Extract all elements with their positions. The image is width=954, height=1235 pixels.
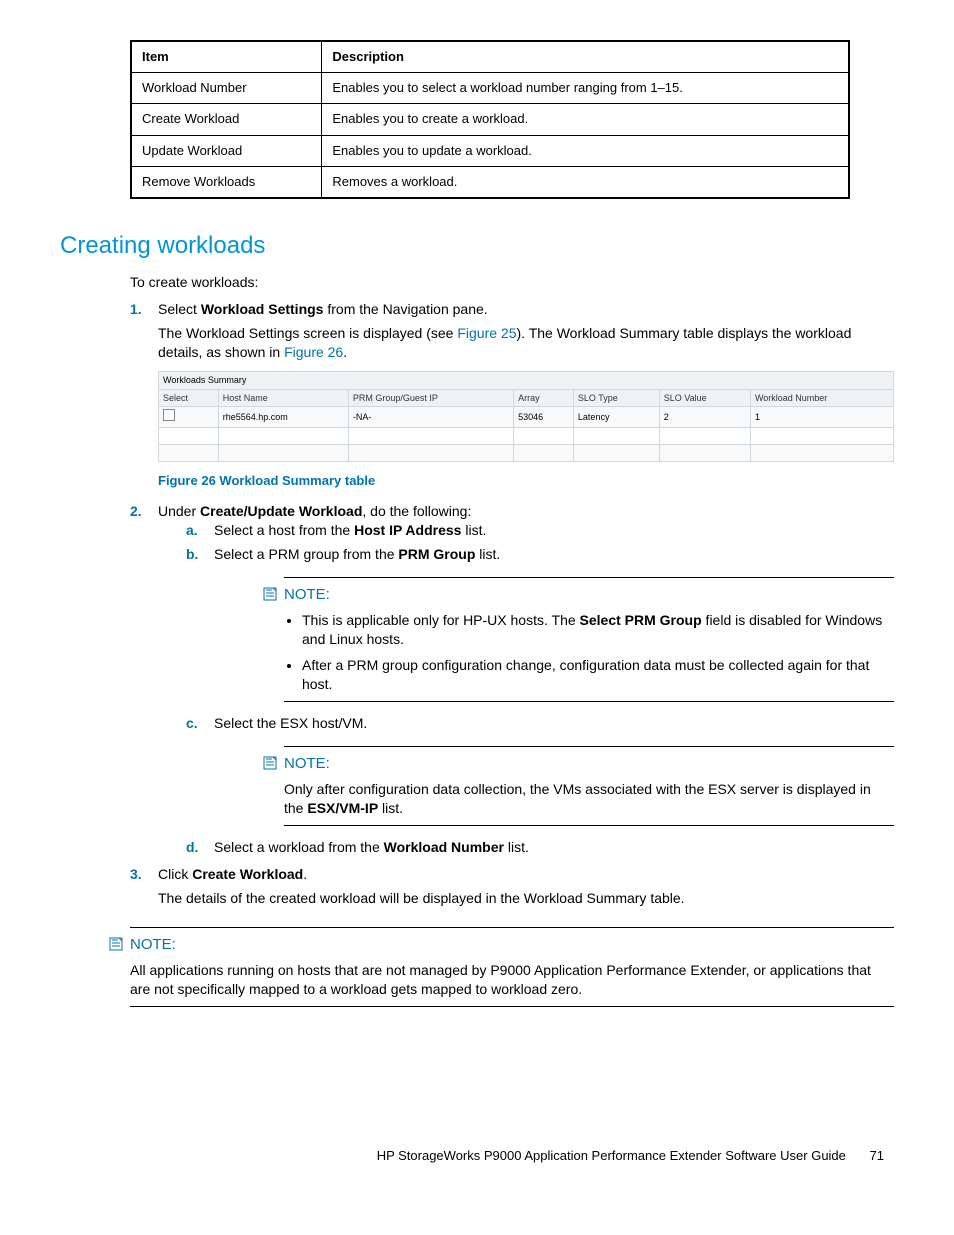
step-1: 1. Select Workload Settings from the Nav… [130, 300, 894, 320]
table-cell: Create Workload [131, 104, 322, 135]
substep-a: a. Select a host from the Host IP Addres… [186, 521, 894, 541]
note-text: All applications running on hosts that a… [130, 961, 894, 1000]
figure-25-link[interactable]: Figure 25 [457, 325, 516, 341]
note-bullet: This is applicable only for HP-UX hosts.… [302, 611, 894, 650]
workload-summary-table: SelectHost NamePRM Group/Guest IPArraySL… [158, 389, 894, 462]
note-header: NOTE: [108, 934, 894, 955]
summary-cell: Latency [573, 407, 659, 428]
summary-cell: 53046 [514, 407, 574, 428]
substep-d: d. Select a workload from the Workload N… [186, 838, 894, 858]
note-2: NOTE: Only after configuration data coll… [284, 746, 894, 826]
step-3: 3. Click Create Workload. [130, 865, 894, 885]
table-cell: Remove Workloads [131, 166, 322, 198]
note-icon [262, 755, 278, 771]
step-body: Under Create/Update Workload, do the fol… [158, 502, 894, 862]
step-body: Select Workload Settings from the Naviga… [158, 300, 894, 320]
figure-caption: Figure 26 Workload Summary table [158, 472, 894, 490]
note-3: NOTE: All applications running on hosts … [130, 927, 894, 1007]
intro-text: To create workloads: [130, 273, 894, 293]
step-number: 1. [130, 300, 158, 320]
summary-header: Host Name [218, 389, 348, 407]
figure-26-link[interactable]: Figure 26 [284, 344, 343, 360]
table-header-item: Item [131, 41, 322, 73]
summary-header: SLO Type [573, 389, 659, 407]
summary-header: Array [514, 389, 574, 407]
step-1-continuation: The Workload Settings screen is displaye… [158, 324, 894, 363]
table-row: Create WorkloadEnables you to create a w… [131, 104, 849, 135]
step-number: 2. [130, 502, 158, 862]
step-2: 2. Under Create/Update Workload, do the … [130, 502, 894, 862]
table-cell: Enables you to update a workload. [322, 135, 849, 166]
summary-cell: rhe5564.hp.com [218, 407, 348, 428]
step-body: Click Create Workload. [158, 865, 894, 885]
note-icon [108, 936, 124, 952]
page-number: 71 [870, 1148, 884, 1163]
table-row: Update WorkloadEnables you to update a w… [131, 135, 849, 166]
note-header: NOTE: [262, 753, 894, 774]
table-row: Remove WorkloadsRemoves a workload. [131, 166, 849, 198]
summary-header: PRM Group/Guest IP [348, 389, 513, 407]
table-cell: Update Workload [131, 135, 322, 166]
item-description-table: Item Description Workload NumberEnables … [130, 40, 850, 199]
table-cell: Removes a workload. [322, 166, 849, 198]
summary-header: Select [159, 389, 219, 407]
summary-header: SLO Value [659, 389, 750, 407]
summary-header: Workload Number [750, 389, 893, 407]
select-checkbox[interactable] [163, 409, 175, 421]
table-row: Workload NumberEnables you to select a w… [131, 73, 849, 104]
summary-cell: 2 [659, 407, 750, 428]
note-text: Only after configuration data collection… [284, 780, 894, 819]
note-header: NOTE: [262, 584, 894, 605]
summary-cell: -NA- [348, 407, 513, 428]
footer-title: HP StorageWorks P9000 Application Perfor… [377, 1148, 846, 1163]
step-3-continuation: The details of the created workload will… [158, 889, 894, 909]
table-cell: Workload Number [131, 73, 322, 104]
table-cell: Enables you to select a workload number … [322, 73, 849, 104]
note-bullet: After a PRM group configuration change, … [302, 656, 894, 695]
summary-cell: 1 [750, 407, 893, 428]
step-number: 3. [130, 865, 158, 885]
summary-title: Workloads Summary [158, 371, 894, 389]
page-footer: HP StorageWorks P9000 Application Perfor… [60, 1147, 894, 1165]
note-icon [262, 586, 278, 602]
table-cell: Enables you to create a workload. [322, 104, 849, 135]
summary-cell [159, 407, 219, 428]
section-heading: Creating workloads [60, 229, 894, 263]
substep-c: c. Select the ESX host/VM. [186, 714, 894, 734]
table-header-description: Description [322, 41, 849, 73]
note-1: NOTE: This is applicable only for HP-UX … [284, 577, 894, 702]
workload-summary-figure: Workloads Summary SelectHost NamePRM Gro… [158, 371, 894, 462]
substep-b: b. Select a PRM group from the PRM Group… [186, 545, 894, 565]
